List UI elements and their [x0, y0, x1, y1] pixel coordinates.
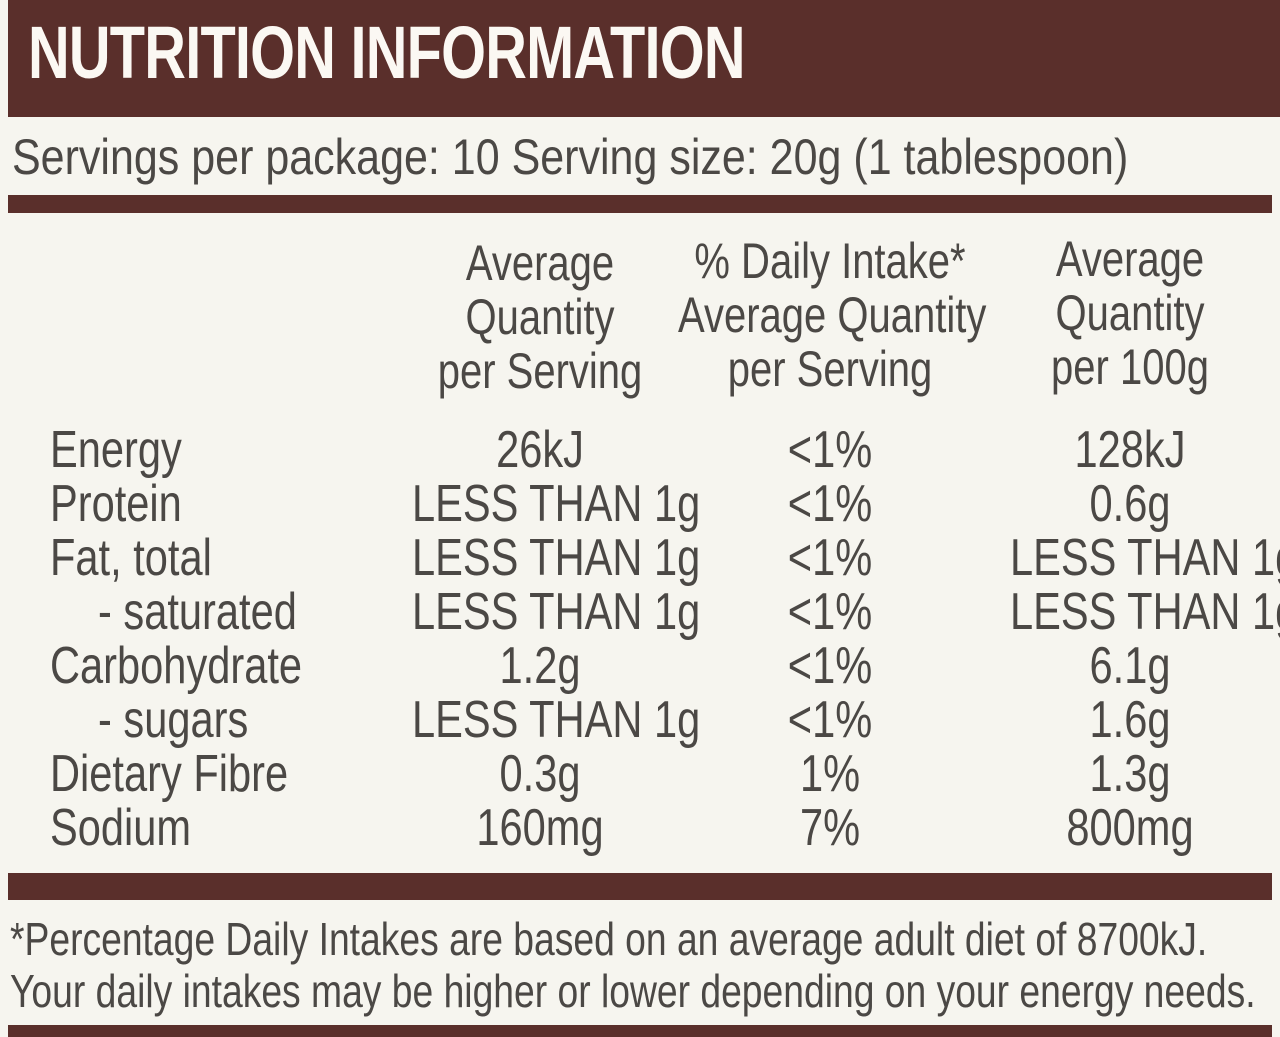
label-title: NUTRITION INFORMATION: [28, 11, 746, 94]
per-serving-value: 26kJ: [496, 421, 584, 479]
per-100g-value: 128kJ: [1074, 421, 1186, 479]
nutrient-row-sugars: - sugars LESS THAN 1g <1% 1.6g: [0, 690, 1280, 749]
daily-intake-value: <1%: [787, 475, 873, 533]
header-daily-intake: % Daily Intake* Average Quantity per Ser…: [678, 233, 987, 397]
header-per-100g: Average Quantity per 100g: [1026, 232, 1234, 394]
daily-intake-value: 1%: [799, 745, 861, 803]
nutrient-name: Energy: [50, 421, 182, 479]
daily-intake-value: <1%: [787, 421, 873, 479]
nutrient-name: - sugars: [98, 691, 249, 749]
header-line: Average Quantity: [678, 287, 987, 343]
per-100g-value: LESS THAN 1g: [1010, 583, 1280, 641]
header-line: per 100g: [1051, 339, 1209, 395]
header-line: per Serving: [437, 343, 643, 399]
per-serving-value: 160mg: [476, 799, 604, 857]
per-serving-value: LESS THAN 1g: [412, 583, 701, 641]
nutrient-name: Carbohydrate: [50, 637, 303, 695]
footnote-line: *Percentage Daily Intakes are based on a…: [10, 913, 1208, 965]
header-line: Average: [465, 235, 615, 291]
daily-intake-value: <1%: [787, 529, 873, 587]
header-line: per Serving: [727, 341, 933, 397]
per-100g-value: 1.6g: [1089, 691, 1171, 749]
header-line: Quantity: [1055, 285, 1205, 341]
header-line: % Daily Intake*: [694, 233, 966, 289]
header-line: Average: [1055, 231, 1205, 287]
footnote-line: Your daily intakes may be higher or lowe…: [10, 965, 1256, 1017]
per-serving-value: LESS THAN 1g: [412, 691, 701, 749]
per-serving-value: LESS THAN 1g: [412, 529, 701, 587]
nutrient-row-sodium: Sodium 160mg 7% 800mg: [0, 798, 1280, 857]
nutrient-row-protein: Protein LESS THAN 1g <1% 0.6g: [0, 474, 1280, 533]
footer-divider: [8, 1025, 1272, 1037]
nutrient-row-carbohydrate: Carbohydrate 1.2g <1% 6.1g: [0, 636, 1280, 695]
top-divider: [8, 195, 1272, 213]
per-serving-value: LESS THAN 1g: [412, 475, 701, 533]
per-100g-value: 800mg: [1066, 799, 1194, 857]
per-100g-value: 6.1g: [1089, 637, 1171, 695]
nutrient-row-energy: Energy 26kJ <1% 128kJ: [0, 420, 1280, 479]
per-100g-value: LESS THAN 1g: [1010, 529, 1280, 587]
header-per-serving: Average Quantity per Serving: [412, 236, 668, 398]
nutrient-row-dietary-fibre: Dietary Fibre 0.3g 1% 1.3g: [0, 744, 1280, 803]
title-bar: [8, 0, 1280, 117]
daily-intake-value: <1%: [787, 691, 873, 749]
daily-intake-value: <1%: [787, 583, 873, 641]
nutrient-name: - saturated: [98, 583, 297, 641]
nutrient-name: Protein: [50, 475, 182, 533]
header-line: Quantity: [465, 289, 615, 345]
per-100g-value: 0.6g: [1089, 475, 1171, 533]
nutrient-name: Fat, total: [50, 529, 212, 587]
per-serving-value: 0.3g: [499, 745, 581, 803]
per-100g-value: 1.3g: [1089, 745, 1171, 803]
servings-info: Servings per package: 10 Serving size: 2…: [12, 129, 1129, 185]
bottom-divider: [8, 873, 1272, 900]
daily-intake-value: <1%: [787, 637, 873, 695]
nutrient-row-fat-total: Fat, total LESS THAN 1g <1% LESS THAN 1g: [0, 528, 1280, 587]
nutrient-name: Dietary Fibre: [50, 745, 289, 803]
per-serving-value: 1.2g: [499, 637, 581, 695]
nutrient-name: Sodium: [50, 799, 192, 857]
nutrient-row-saturated: - saturated LESS THAN 1g <1% LESS THAN 1…: [0, 582, 1280, 641]
daily-intake-value: 7%: [799, 799, 861, 857]
